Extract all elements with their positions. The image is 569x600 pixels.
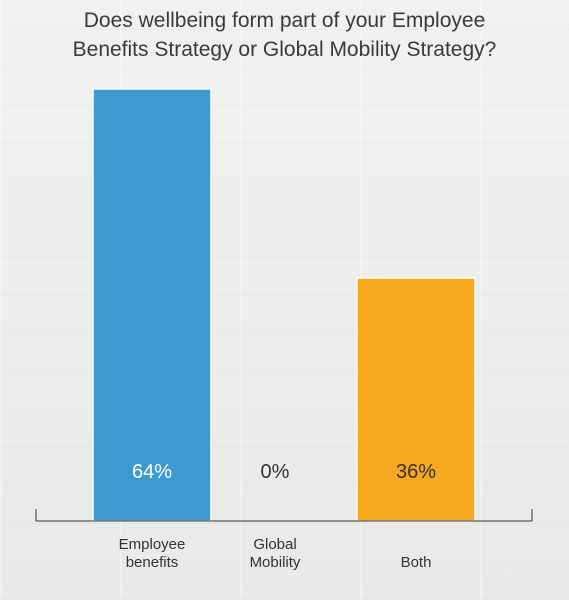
category-label-2-0: Both bbox=[401, 554, 432, 571]
bars-layer bbox=[92, 88, 476, 522]
category-label-0-0: Employee bbox=[119, 536, 186, 553]
bar-0 bbox=[92, 88, 212, 522]
bar-2 bbox=[356, 277, 476, 522]
bar-value-label-0: 64% bbox=[132, 461, 172, 483]
category-label-1-0: Global bbox=[253, 536, 296, 553]
chart-title-line-2: Benefits Strategy or Global Mobility Str… bbox=[72, 38, 497, 61]
chart-title-line-1: Does wellbeing form part of your Employe… bbox=[83, 9, 486, 32]
bar-value-label-1: 0% bbox=[261, 461, 290, 483]
category-label-1-1: Mobility bbox=[250, 554, 301, 571]
category-label-0-1: benefits bbox=[126, 554, 179, 571]
chart-title: Does wellbeing form part of your Employe… bbox=[0, 6, 569, 64]
axis-layer bbox=[35, 509, 533, 522]
bar-value-label-2: 36% bbox=[396, 461, 436, 483]
